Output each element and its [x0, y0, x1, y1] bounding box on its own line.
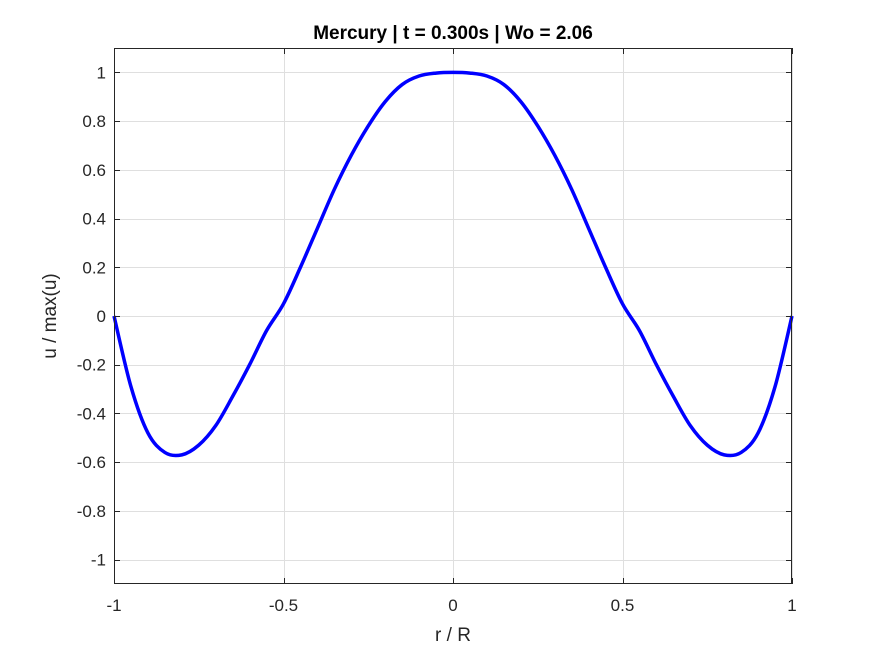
series-line-0: [112, 70, 794, 458]
axis-ticks: -1 -0.5 0 0.5 1 -1 -0.8 -0.6 -0.4 -0.2 0 0.2 0.4 0.6 0…: [77, 48, 797, 615]
y-tick-label: 0.2: [82, 258, 106, 277]
y-tick-label: 0: [97, 307, 106, 326]
grid-lines: [114, 48, 793, 584]
y-tick-label: 0.6: [82, 161, 106, 180]
y-tick-label: -1: [91, 551, 106, 570]
y-tick-label: -0.8: [77, 502, 106, 521]
x-axis-label: r / R: [435, 625, 471, 646]
y-tick-label: -0.2: [77, 356, 106, 375]
x-tick-label: -1: [106, 596, 121, 615]
x-tick-label: 1: [787, 596, 796, 615]
y-tick-label: 0.8: [82, 112, 106, 131]
x-tick-label: -0.5: [269, 596, 298, 615]
y-axis-label: u / max(u): [40, 273, 61, 359]
y-tick-label: -0.6: [77, 453, 106, 472]
y-tick-label: -0.4: [77, 404, 106, 423]
x-tick-label: 0: [448, 596, 457, 615]
x-tick-label: 0.5: [611, 596, 635, 615]
y-tick-label: 1: [97, 63, 106, 82]
y-tick-label: 0.4: [82, 210, 106, 229]
series-layer: [112, 70, 794, 458]
chart-title: Mercury | t = 0.300s | Wo = 2.06: [313, 23, 593, 44]
